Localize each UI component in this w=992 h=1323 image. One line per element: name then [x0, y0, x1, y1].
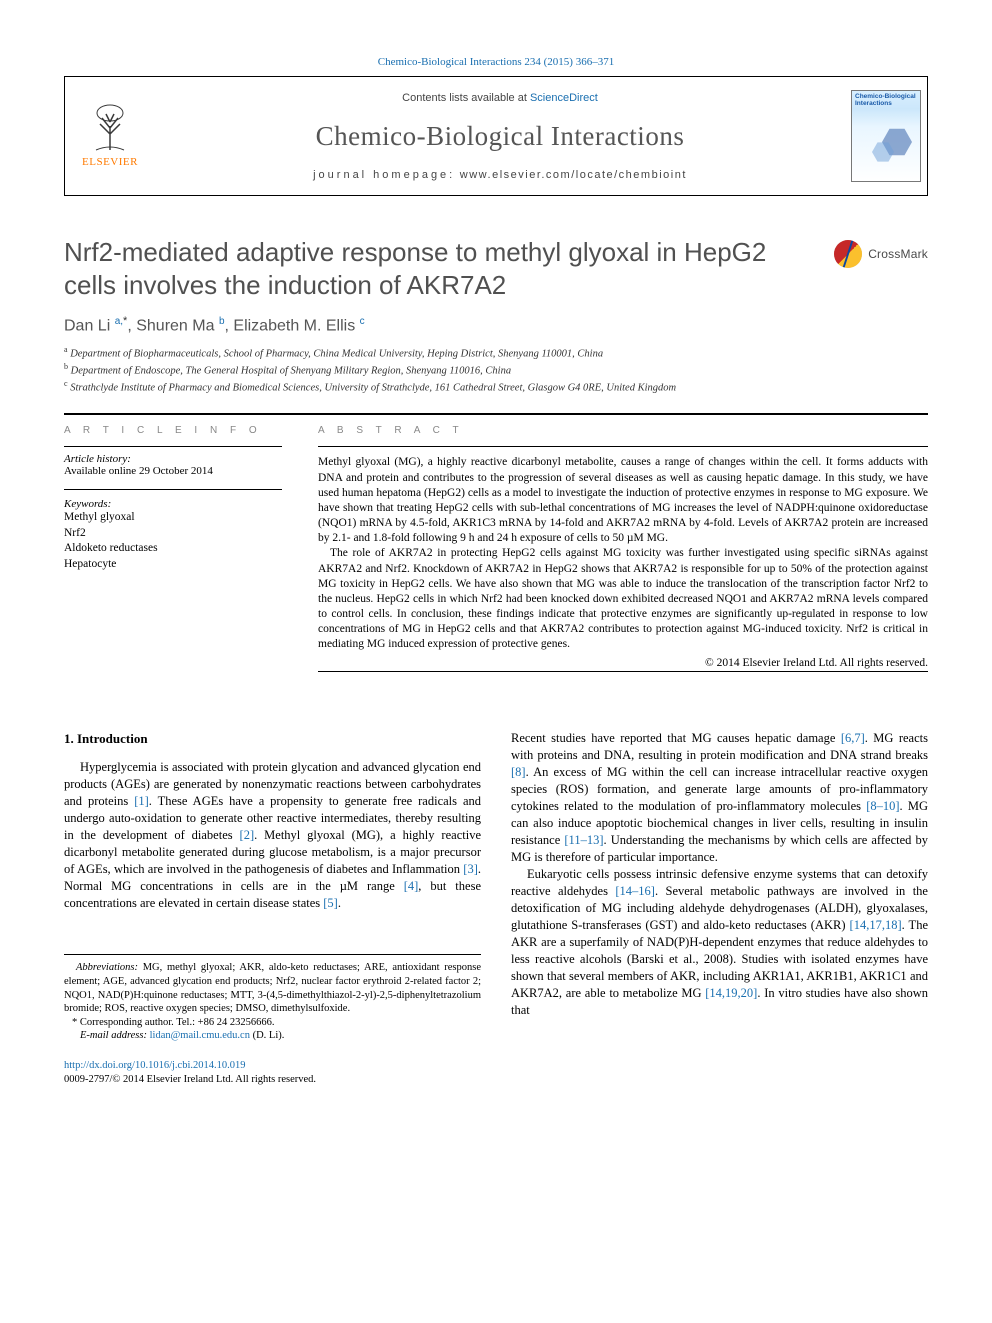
citation[interactable]: [14–16]: [615, 884, 655, 898]
affiliations: a Department of Biopharmaceuticals, Scho…: [64, 345, 928, 395]
abstract-label: A B S T R A C T: [318, 425, 928, 436]
citation[interactable]: [5]: [323, 896, 338, 910]
citation[interactable]: [8]: [511, 765, 526, 779]
abstract-copyright: © 2014 Elsevier Ireland Ltd. All rights …: [318, 657, 928, 669]
elsevier-tree-icon: [86, 104, 134, 152]
citation[interactable]: [14,17,18]: [850, 918, 902, 932]
citation[interactable]: [14,19,20]: [705, 986, 757, 1000]
keyword: Methyl glyoxal: [64, 510, 282, 526]
body-columns: 1. Introduction Hyperglycemia is associa…: [64, 730, 928, 1044]
keyword: Aldoketo reductases: [64, 541, 282, 557]
abbreviations: Abbreviations: MG, methyl glyoxal; AKR, …: [64, 961, 481, 1016]
crossmark-label: CrossMark: [868, 247, 928, 261]
journal-title: Chemico-Biological Interactions: [316, 121, 685, 152]
citation[interactable]: [3]: [463, 862, 478, 876]
history-line: Available online 29 October 2014: [64, 465, 282, 477]
authors-line: Dan Li a,*, Shuren Ma b, Elizabeth M. El…: [64, 315, 928, 335]
author-3: Elizabeth M. Ellis: [233, 317, 355, 334]
article-title: Nrf2-mediated adaptive response to methy…: [64, 236, 818, 301]
page-footer: http://dx.doi.org/10.1016/j.cbi.2014.10.…: [64, 1059, 928, 1086]
email-suffix: (D. Li).: [250, 1030, 284, 1041]
citation[interactable]: [4]: [404, 879, 419, 893]
citation[interactable]: [8–10]: [866, 799, 899, 813]
text: .: [338, 896, 341, 910]
author-1-aff: a,: [115, 316, 123, 327]
affiliation-a: Department of Biopharmaceuticals, School…: [70, 349, 603, 360]
intro-p1-cont: Recent studies have reported that MG cau…: [511, 730, 928, 866]
text: Recent studies have reported that MG cau…: [511, 731, 841, 745]
publisher-logo: ELSEVIER: [65, 77, 155, 195]
author-3-aff: c: [360, 316, 365, 327]
publisher-name: ELSEVIER: [82, 156, 138, 168]
section-heading-intro: 1. Introduction: [64, 730, 481, 748]
crossmark-icon: [834, 240, 862, 268]
affiliation-c: Strathclyde Institute of Pharmacy and Bi…: [70, 382, 676, 393]
header-center: Contents lists available at ScienceDirec…: [155, 77, 845, 195]
affiliation-b: Department of Endoscope, The General Hos…: [71, 366, 511, 377]
email-label: E-mail address:: [80, 1030, 150, 1041]
email-line: E-mail address: lidan@mail.cmu.edu.cn (D…: [64, 1029, 481, 1043]
keywords-label: Keywords:: [64, 498, 282, 510]
sciencedirect-link[interactable]: ScienceDirect: [530, 92, 598, 104]
abstract-col: A B S T R A C T Methyl glyoxal (MG), a h…: [318, 425, 928, 679]
corresponding-author: * Corresponding author. Tel.: +86 24 232…: [64, 1016, 481, 1030]
issn-copyright: 0009-2797/© 2014 Elsevier Ireland Ltd. A…: [64, 1073, 928, 1087]
journal-cover-thumb: Chemico-Biological Interactions: [845, 77, 927, 195]
intro-p1: Hyperglycemia is associated with protein…: [64, 759, 481, 912]
homepage-url[interactable]: www.elsevier.com/locate/chembioint: [460, 169, 687, 181]
article-info-col: A R T I C L E I N F O Article history: A…: [64, 425, 282, 679]
cover-thumb-title: Chemico-Biological Interactions: [855, 94, 917, 107]
homepage-label: journal homepage:: [313, 169, 455, 181]
intro-p2: Eukaryotic cells possess intrinsic defen…: [511, 866, 928, 1019]
abstract-p2: The role of AKR7A2 in protecting HepG2 c…: [318, 546, 928, 652]
abstract-text: Methyl glyoxal (MG), a highly reactive d…: [318, 455, 928, 652]
rule: [64, 413, 928, 415]
keyword: Hepatocyte: [64, 557, 282, 573]
journal-header: ELSEVIER Contents lists available at Sci…: [64, 76, 928, 196]
contents-line: Contents lists available at ScienceDirec…: [402, 92, 598, 104]
crossmark-badge[interactable]: CrossMark: [834, 236, 928, 268]
citation[interactable]: [11–13]: [564, 833, 603, 847]
history-label: Article history:: [64, 453, 282, 465]
issue-reference[interactable]: Chemico-Biological Interactions 234 (201…: [64, 56, 928, 68]
email-address[interactable]: lidan@mail.cmu.edu.cn: [150, 1030, 250, 1041]
keyword: Nrf2: [64, 526, 282, 542]
journal-homepage: journal homepage: www.elsevier.com/locat…: [313, 169, 687, 181]
abstract-p1: Methyl glyoxal (MG), a highly reactive d…: [318, 456, 928, 544]
citation[interactable]: [1]: [134, 794, 149, 808]
footnotes: Abbreviations: MG, methyl glyoxal; AKR, …: [64, 954, 481, 1043]
citation[interactable]: [2]: [240, 828, 255, 842]
article-info-label: A R T I C L E I N F O: [64, 425, 282, 436]
contents-prefix: Contents lists available at: [402, 92, 530, 104]
abbrev-label: Abbreviations:: [76, 962, 138, 973]
author-2: Shuren Ma: [136, 317, 214, 334]
doi-link[interactable]: http://dx.doi.org/10.1016/j.cbi.2014.10.…: [64, 1059, 928, 1073]
author-1: Dan Li: [64, 317, 110, 334]
sep: ,: [127, 317, 136, 334]
citation[interactable]: [6,7]: [841, 731, 865, 745]
